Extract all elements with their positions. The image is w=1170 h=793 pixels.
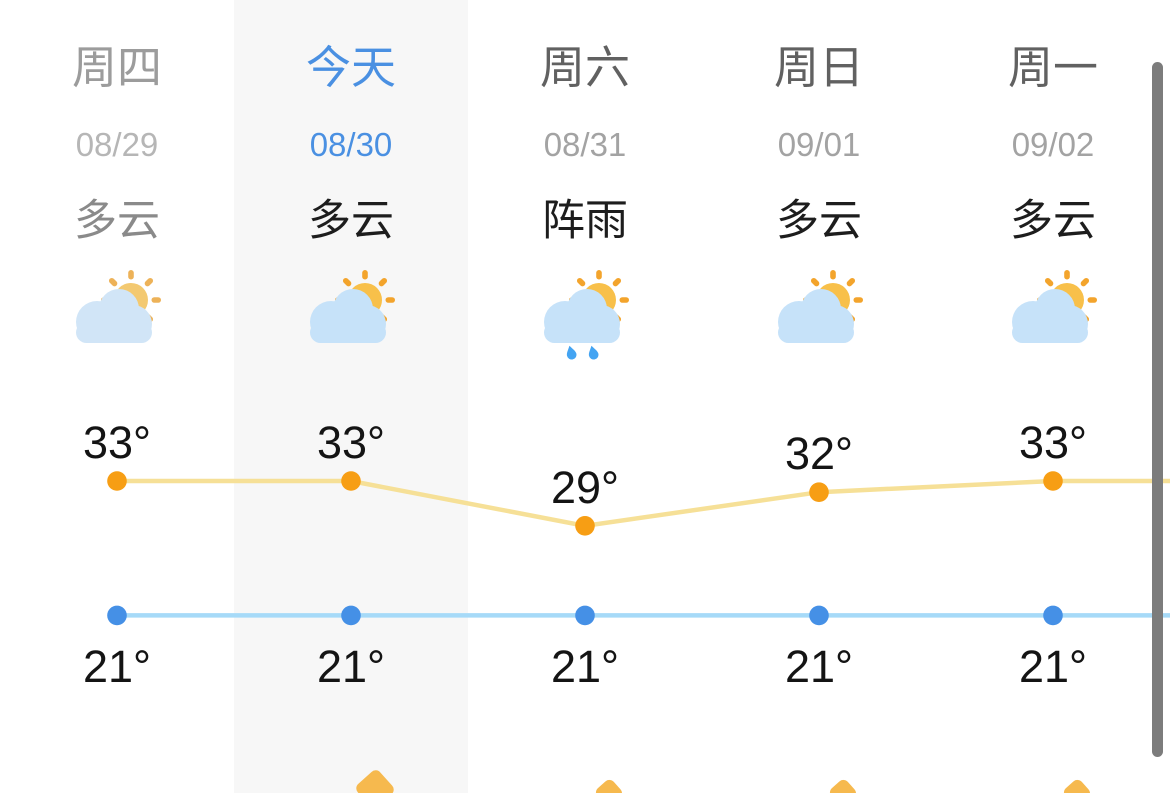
temp-value: 33 xyxy=(82,417,134,468)
degree-symbol: ° xyxy=(835,641,854,693)
temp-value: 21 xyxy=(1018,641,1070,693)
degree-symbol: ° xyxy=(367,641,386,693)
condition-label: 多云 xyxy=(1010,197,1096,245)
day-name-label: 周一 xyxy=(1007,42,1098,93)
day-name-label: 今天 xyxy=(305,42,396,93)
high-temp-label: 29° xyxy=(551,462,619,514)
day-name-label: 周日 xyxy=(773,42,864,93)
temp-value: 32 xyxy=(784,428,836,480)
degree-symbol: ° xyxy=(133,641,152,693)
temp-value: 21 xyxy=(316,641,368,693)
day-date-label: 09/02 xyxy=(1011,126,1095,163)
partly-cloudy-icon xyxy=(301,266,401,365)
temp-value: 33 xyxy=(1018,417,1070,468)
high-temp-label: 33° xyxy=(83,417,151,469)
forecast-day-column[interactable]: 周日 09/01 多云 xyxy=(702,0,936,793)
degree-symbol: ° xyxy=(133,417,152,468)
day-date-label: 08/29 xyxy=(75,126,159,163)
partly-cloudy-icon xyxy=(769,266,869,365)
low-temp-label: 21° xyxy=(551,641,619,693)
forecast-day-column[interactable]: 今天 08/30 多云 xyxy=(234,0,468,793)
forecast-day-column[interactable]: 周一 09/02 多云 xyxy=(936,0,1170,793)
condition-label: 多云 xyxy=(308,197,394,245)
partly-cloudy-icon xyxy=(67,266,167,365)
temp-value: 29 xyxy=(550,461,602,513)
degree-symbol: ° xyxy=(601,461,620,513)
forecast-day-column[interactable]: 周六 08/31 阵雨 xyxy=(468,0,702,793)
degree-symbol: ° xyxy=(601,641,620,693)
degree-symbol: ° xyxy=(1069,641,1088,693)
low-temp-label: 21° xyxy=(317,641,385,693)
sun-shower-icon xyxy=(535,266,635,365)
low-temp-label: 21° xyxy=(1019,641,1087,693)
high-temp-label: 33° xyxy=(317,417,385,469)
low-temp-label: 21° xyxy=(83,641,151,693)
temp-value: 33 xyxy=(316,417,368,468)
degree-symbol: ° xyxy=(367,417,386,468)
high-temp-label: 33° xyxy=(1019,417,1087,469)
low-temp-label: 21° xyxy=(785,641,853,693)
day-date-label: 09/01 xyxy=(777,126,861,163)
condition-label: 阵雨 xyxy=(542,197,628,245)
partly-cloudy-icon xyxy=(1003,266,1103,365)
forecast-day-column[interactable]: 周四 08/29 多云 xyxy=(0,0,234,793)
condition-label: 多云 xyxy=(776,197,862,245)
day-date-label: 08/31 xyxy=(543,126,627,163)
degree-symbol: ° xyxy=(835,428,854,480)
temp-value: 21 xyxy=(82,641,134,693)
condition-label: 多云 xyxy=(74,197,160,245)
temp-value: 21 xyxy=(550,641,602,693)
scrollbar[interactable] xyxy=(1152,62,1163,757)
day-name-label: 周六 xyxy=(539,42,630,93)
day-date-label: 08/30 xyxy=(309,126,393,163)
day-name-label: 周四 xyxy=(71,42,162,93)
degree-symbol: ° xyxy=(1069,417,1088,468)
high-temp-label: 32° xyxy=(785,428,853,480)
temp-value: 21 xyxy=(784,641,836,693)
